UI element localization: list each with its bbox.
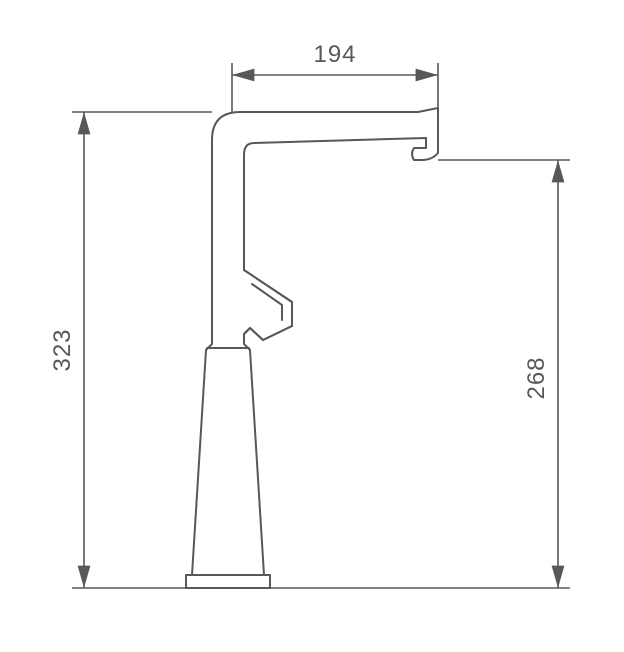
faucet-outline — [186, 108, 438, 588]
dim-total-height-label: 323 — [49, 328, 76, 371]
dimension-spout-reach — [232, 63, 438, 112]
handle-fold — [252, 284, 282, 320]
dim-spout-reach-label: 194 — [313, 41, 356, 68]
dim-spout-height-label: 268 — [523, 356, 550, 399]
dimension-total-height — [72, 112, 212, 588]
handle-lever — [244, 270, 292, 340]
faucet-dimension-drawing: 323 194 268 — [0, 0, 624, 652]
